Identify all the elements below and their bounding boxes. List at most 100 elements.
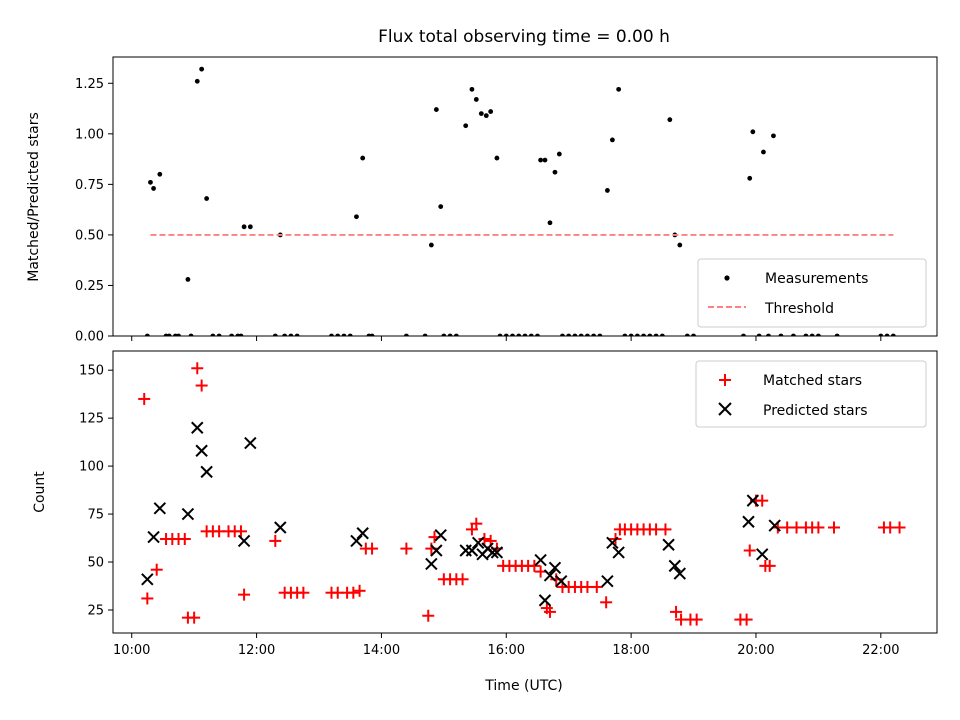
predicted-stars-point (195, 444, 208, 457)
measurement-point (566, 333, 572, 336)
measurement-point (494, 155, 500, 161)
x-tick-label: 20:00 (737, 643, 774, 658)
measurement-point (585, 333, 590, 336)
top-legend: Measurements Threshold (697, 258, 927, 328)
measurements-panel: Flux total observing time = 0.00 h 0.000… (26, 27, 938, 345)
measurement-point (185, 276, 191, 282)
measurement-point (483, 113, 489, 119)
measurement-point (771, 133, 776, 139)
measurement-point (890, 333, 896, 336)
measurement-point (684, 333, 690, 336)
predicted-stars-point (465, 544, 479, 557)
predicted-stars-point (554, 574, 568, 588)
legend-label-measurements: Measurements (765, 271, 868, 287)
measurement-point (609, 137, 615, 143)
top-legend-box (697, 258, 927, 328)
y-tick-label: 0.00 (75, 330, 104, 345)
measurement-point (756, 333, 762, 336)
measurement-point (747, 175, 753, 181)
measurement-point (422, 333, 428, 336)
predicted-stars-point (662, 538, 675, 551)
measurement-point (778, 333, 784, 336)
matched-stars-point (828, 521, 840, 534)
matched-stars-point (893, 521, 906, 534)
measurement-point (503, 333, 509, 336)
matched-stars-point (659, 523, 672, 536)
measurement-point (761, 149, 766, 155)
measurement-point (605, 188, 610, 193)
predicted-stars-point (606, 536, 619, 550)
measurement-point (347, 333, 353, 336)
measurement-point (188, 333, 194, 336)
top-x-axis-ticks (131, 336, 882, 341)
bottom-axes-frame (112, 350, 938, 634)
x-tick-label: 16:00 (488, 643, 525, 658)
legend-label-matched: Matched stars (763, 373, 862, 389)
predicted-stars-point (673, 567, 687, 580)
legend-label-threshold: Threshold (764, 301, 834, 317)
measurement-point (241, 224, 247, 230)
measurement-point (238, 333, 244, 336)
predicted-stars-point (486, 546, 499, 559)
x-tick-label: 18:00 (612, 643, 649, 658)
measurements-plot-area (144, 66, 896, 336)
measurement-point (766, 333, 771, 336)
y-tick-label: 125 (79, 412, 104, 427)
predicted-stars-point (147, 530, 160, 544)
predicted-stars-point (191, 421, 204, 434)
predicted-stars-point (350, 534, 363, 548)
predicted-stars-point (742, 515, 755, 528)
legend-marker-matched (719, 374, 731, 386)
predicted-stars-point (141, 573, 154, 586)
measurement-point (542, 157, 548, 163)
measurement-point (294, 333, 300, 336)
matched-stars-point (422, 609, 435, 622)
matched-stars-point (141, 592, 154, 605)
top-y-axis-ticks: 0.00 0.25 0.50 0.75 1.00 1.25 (75, 77, 113, 345)
matched-stars-point (456, 573, 469, 586)
top-axes-frame (112, 56, 938, 337)
measurement-point (510, 333, 515, 336)
predicted-stars-point (490, 546, 504, 559)
matched-stars-point (353, 584, 366, 597)
predicted-stars-point (356, 527, 369, 540)
y-tick-label: 150 (79, 364, 104, 379)
measurement-point (522, 333, 528, 336)
measurement-point (878, 333, 884, 336)
matched-stars-point (347, 586, 360, 599)
matched-stars-point (470, 517, 483, 530)
measurement-point (547, 220, 553, 226)
matched-stars-point (150, 563, 163, 576)
measurement-point (473, 97, 479, 102)
predicted-stars-point (601, 574, 614, 588)
measurement-point (354, 214, 359, 220)
measurement-point (616, 86, 622, 92)
predicted-stars-point (756, 548, 769, 561)
matched-stars-point (740, 613, 753, 626)
measurement-point (659, 333, 665, 336)
measurement-point (204, 196, 210, 201)
measurement-point (151, 186, 156, 191)
matched-stars-point (138, 392, 151, 405)
matched-stars-point (400, 542, 413, 555)
measurement-point (360, 155, 366, 161)
measurement-point (556, 151, 562, 157)
x-tick-label: 14:00 (363, 643, 400, 658)
x-axis-label: Time (UTC) (484, 678, 562, 694)
measurement-point (199, 66, 205, 72)
measurement-point (516, 333, 522, 336)
measurement-point (229, 333, 235, 336)
measurement-point (641, 333, 647, 336)
measurement-point (166, 333, 172, 336)
counts-plot-area (138, 362, 906, 626)
predicted-stars-point (181, 507, 195, 521)
measurement-point (528, 333, 534, 336)
measurement-point (597, 333, 603, 336)
matched-stars-point (234, 525, 247, 538)
predicted-stars-point (237, 534, 251, 548)
y-tick-label: 100 (79, 460, 104, 475)
bottom-legend-box (695, 360, 927, 428)
measurement-point (750, 129, 756, 135)
matched-stars-point (188, 611, 201, 624)
measurement-point (247, 224, 253, 230)
